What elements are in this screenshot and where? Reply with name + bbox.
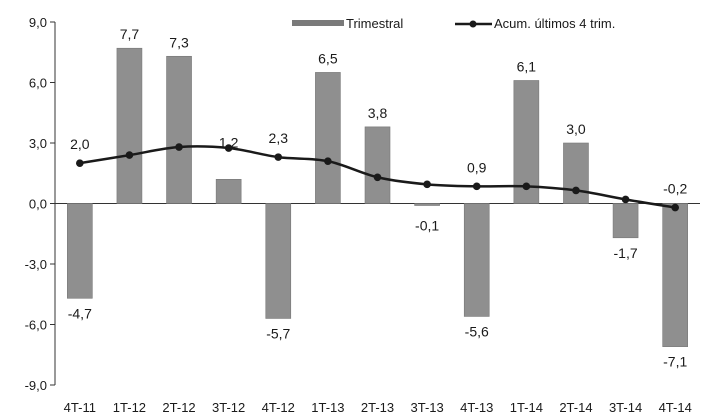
line-point bbox=[224, 144, 233, 152]
line-point bbox=[373, 173, 382, 182]
line-point bbox=[324, 157, 332, 165]
y-tick-label: -6,0 bbox=[25, 318, 47, 333]
x-tick-label: 1T-14 bbox=[510, 400, 543, 415]
x-tick-label: 2T-13 bbox=[361, 400, 394, 415]
y-tick-label: 0,0 bbox=[29, 197, 47, 212]
bar bbox=[116, 47, 143, 204]
x-tick-label: 4T-13 bbox=[460, 400, 493, 415]
bar-data-label: 3,0 bbox=[566, 121, 586, 137]
y-tick-label: -9,0 bbox=[25, 378, 47, 393]
bar-data-label: 1,2 bbox=[219, 134, 239, 150]
line-data-label: 2,0 bbox=[70, 136, 90, 152]
legend-line-label: Acum. últimos 4 trim. bbox=[494, 16, 615, 31]
bar bbox=[414, 203, 440, 206]
bar bbox=[563, 142, 589, 204]
bar-data-label: -7,1 bbox=[663, 354, 687, 370]
line-data-label: 0,9 bbox=[467, 159, 487, 175]
line-point bbox=[671, 203, 679, 212]
bar bbox=[612, 203, 639, 239]
line-point bbox=[125, 151, 134, 159]
bar bbox=[67, 203, 93, 299]
bar-data-label: 7,7 bbox=[120, 26, 140, 42]
bars bbox=[67, 47, 688, 347]
x-tick-label: 1T-12 bbox=[113, 400, 146, 415]
bar bbox=[315, 72, 341, 204]
line-point bbox=[522, 182, 531, 191]
bar bbox=[265, 203, 292, 319]
bar-data-label: -1,7 bbox=[614, 245, 638, 261]
y-axis-ticks: 9,0 6,0 3,0 0,0 -3,0 -6,0 -9,0 bbox=[25, 15, 55, 393]
line-point bbox=[472, 182, 481, 191]
line-data-label: 2,3 bbox=[269, 130, 289, 146]
y-tick-label: 9,0 bbox=[29, 15, 47, 30]
bar-data-label: 7,3 bbox=[169, 34, 189, 50]
bar-data-label: 6,1 bbox=[517, 58, 537, 74]
legend-bar-swatch bbox=[292, 20, 344, 26]
line-point bbox=[175, 143, 183, 151]
x-tick-label: 3T-12 bbox=[212, 400, 245, 415]
legend-bar-label: Trimestral bbox=[346, 16, 403, 31]
bar-data-label: -5,6 bbox=[465, 323, 489, 339]
line-point bbox=[621, 195, 630, 204]
x-tick-label: 4T-14 bbox=[659, 400, 692, 415]
bar-data-label: -0,1 bbox=[415, 218, 439, 234]
bar bbox=[166, 55, 192, 204]
x-axis-ticks: 4T-11 1T-12 2T-12 3T-12 4T-12 1T-13 2T-13 3T-13… bbox=[64, 400, 692, 415]
y-tick-label: -3,0 bbox=[25, 257, 47, 272]
line-point bbox=[76, 159, 84, 167]
bar bbox=[463, 203, 490, 317]
bar-data-label: 3,8 bbox=[368, 105, 388, 121]
x-tick-label: 4T-12 bbox=[262, 400, 295, 415]
y-tick-label: 6,0 bbox=[29, 76, 47, 91]
bar-data-label: -5,7 bbox=[266, 325, 290, 341]
line-point bbox=[274, 153, 283, 161]
line-point bbox=[423, 180, 431, 189]
bar bbox=[662, 203, 688, 347]
x-tick-label: 1T-13 bbox=[311, 400, 344, 415]
bar-data-label: -4,7 bbox=[68, 305, 92, 321]
x-tick-label: 3T-13 bbox=[410, 400, 443, 415]
line-point bbox=[572, 186, 580, 195]
data-labels: -4,7 7,7 7,3 1,2 -5,7 6,5 3,8 -0,1 -5,6 6,1 3,0 -1,… bbox=[68, 26, 688, 369]
x-tick-label: 2T-14 bbox=[559, 400, 592, 415]
bar bbox=[364, 126, 391, 204]
line-data-label: -0,2 bbox=[663, 181, 687, 197]
legend: Trimestral Acum. últimos 4 trim. bbox=[292, 16, 615, 31]
x-tick-label: 3T-14 bbox=[609, 400, 642, 415]
line-series bbox=[76, 143, 679, 212]
legend-line-marker bbox=[469, 20, 477, 28]
bar bbox=[215, 179, 242, 204]
y-tick-label: 3,0 bbox=[29, 136, 47, 151]
bar-data-label: 6,5 bbox=[318, 50, 338, 66]
x-tick-label: 2T-12 bbox=[162, 400, 195, 415]
x-tick-label: 4T-11 bbox=[64, 400, 96, 415]
